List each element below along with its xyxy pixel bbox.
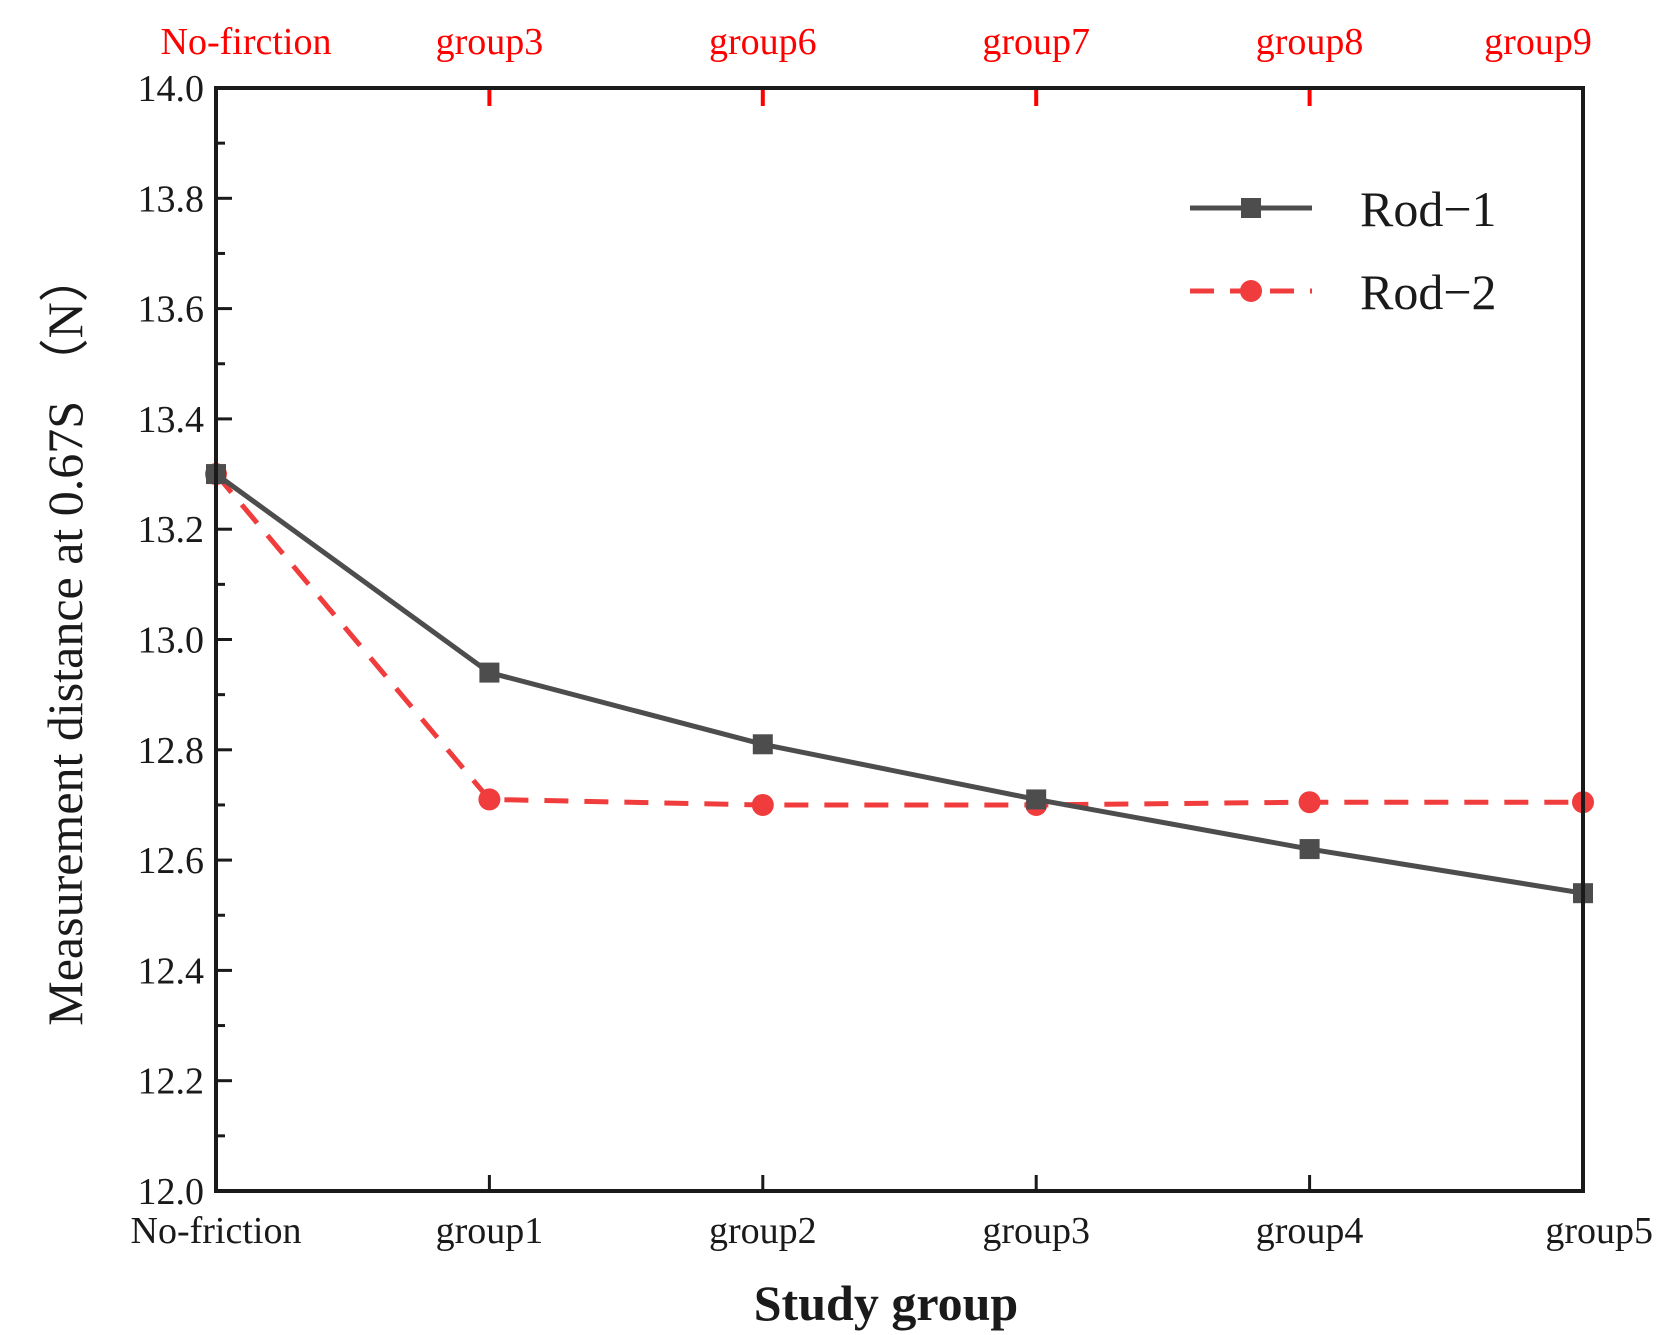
data-point [751, 793, 774, 816]
y-tick-label: 12.4 [138, 950, 205, 992]
data-point [478, 788, 501, 811]
y-tick-label: 14.0 [138, 68, 205, 110]
legend: Rod−1 Rod−2 [1190, 181, 1497, 320]
top-tick-label: group3 [436, 21, 544, 63]
plot-series [205, 463, 1594, 904]
y-tick-label: 13.6 [138, 289, 205, 331]
series-line [214, 472, 1583, 808]
x-axis-title: Study group [754, 1275, 1018, 1331]
legend-label: Rod−1 [1360, 181, 1497, 237]
top-tick-label: group6 [709, 21, 817, 63]
x-tick-label: group1 [436, 1210, 544, 1252]
legend-label: Rod−2 [1360, 264, 1497, 320]
x-tick-label: group5 [1545, 1210, 1653, 1252]
series-line [214, 472, 1584, 896]
top-tick-label: group9 [1484, 21, 1592, 63]
top-tick-label: group8 [1256, 21, 1364, 63]
legend-marker [1241, 198, 1261, 218]
y-axis-title: Measurement distance at 0.67S （N） [37, 252, 93, 1025]
y-tick-label: 13.0 [138, 620, 205, 662]
y-tick-label: 13.2 [138, 509, 205, 551]
top-tick-label: group7 [982, 21, 1090, 63]
data-point [1298, 791, 1321, 814]
x-tick-label: group3 [982, 1210, 1090, 1252]
y-tick-label: 13.8 [138, 178, 205, 220]
y-tick-label: 12.8 [138, 730, 205, 772]
legend-item: Rod−1 [1190, 181, 1497, 237]
x-tick-label: group4 [1256, 1210, 1364, 1252]
series-2 [205, 463, 1594, 816]
series-1 [206, 464, 1593, 904]
x-axis: No-friction group1 group2 group3 group4 group… [131, 1175, 1653, 1252]
top-axis: No-firction group3 group6 group7 group8 group… [161, 21, 1592, 106]
data-point [479, 662, 500, 683]
x-tick-label: No-friction [131, 1210, 302, 1252]
y-tick-label: 12.6 [138, 840, 205, 882]
x-tick-label: group2 [709, 1210, 817, 1252]
data-point [752, 734, 773, 755]
legend-item: Rod−2 [1190, 264, 1497, 320]
y-tick-label: 12.0 [138, 1171, 205, 1213]
data-point [1299, 839, 1320, 860]
y-tick-label: 13.4 [138, 399, 205, 441]
top-tick-label: No-firction [161, 21, 332, 63]
legend-marker [1240, 280, 1262, 302]
data-point [1026, 789, 1047, 810]
y-axis: 12.0 12.2 12.4 12.6 12.8 13.0 13.2 13.4 13.6 13.8… [138, 68, 232, 1213]
plot-frame [214, 86, 1585, 1193]
y-tick-label: 12.2 [138, 1061, 205, 1103]
